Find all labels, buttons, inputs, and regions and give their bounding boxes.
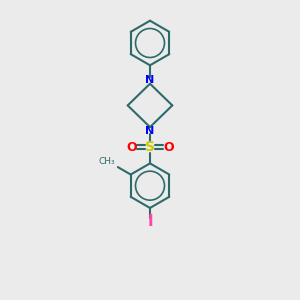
Text: O: O — [163, 140, 174, 154]
Text: N: N — [146, 75, 154, 85]
Text: S: S — [145, 140, 155, 154]
Text: N: N — [146, 126, 154, 136]
Text: I: I — [147, 214, 153, 229]
Text: O: O — [126, 140, 137, 154]
Text: CH₃: CH₃ — [99, 157, 116, 166]
